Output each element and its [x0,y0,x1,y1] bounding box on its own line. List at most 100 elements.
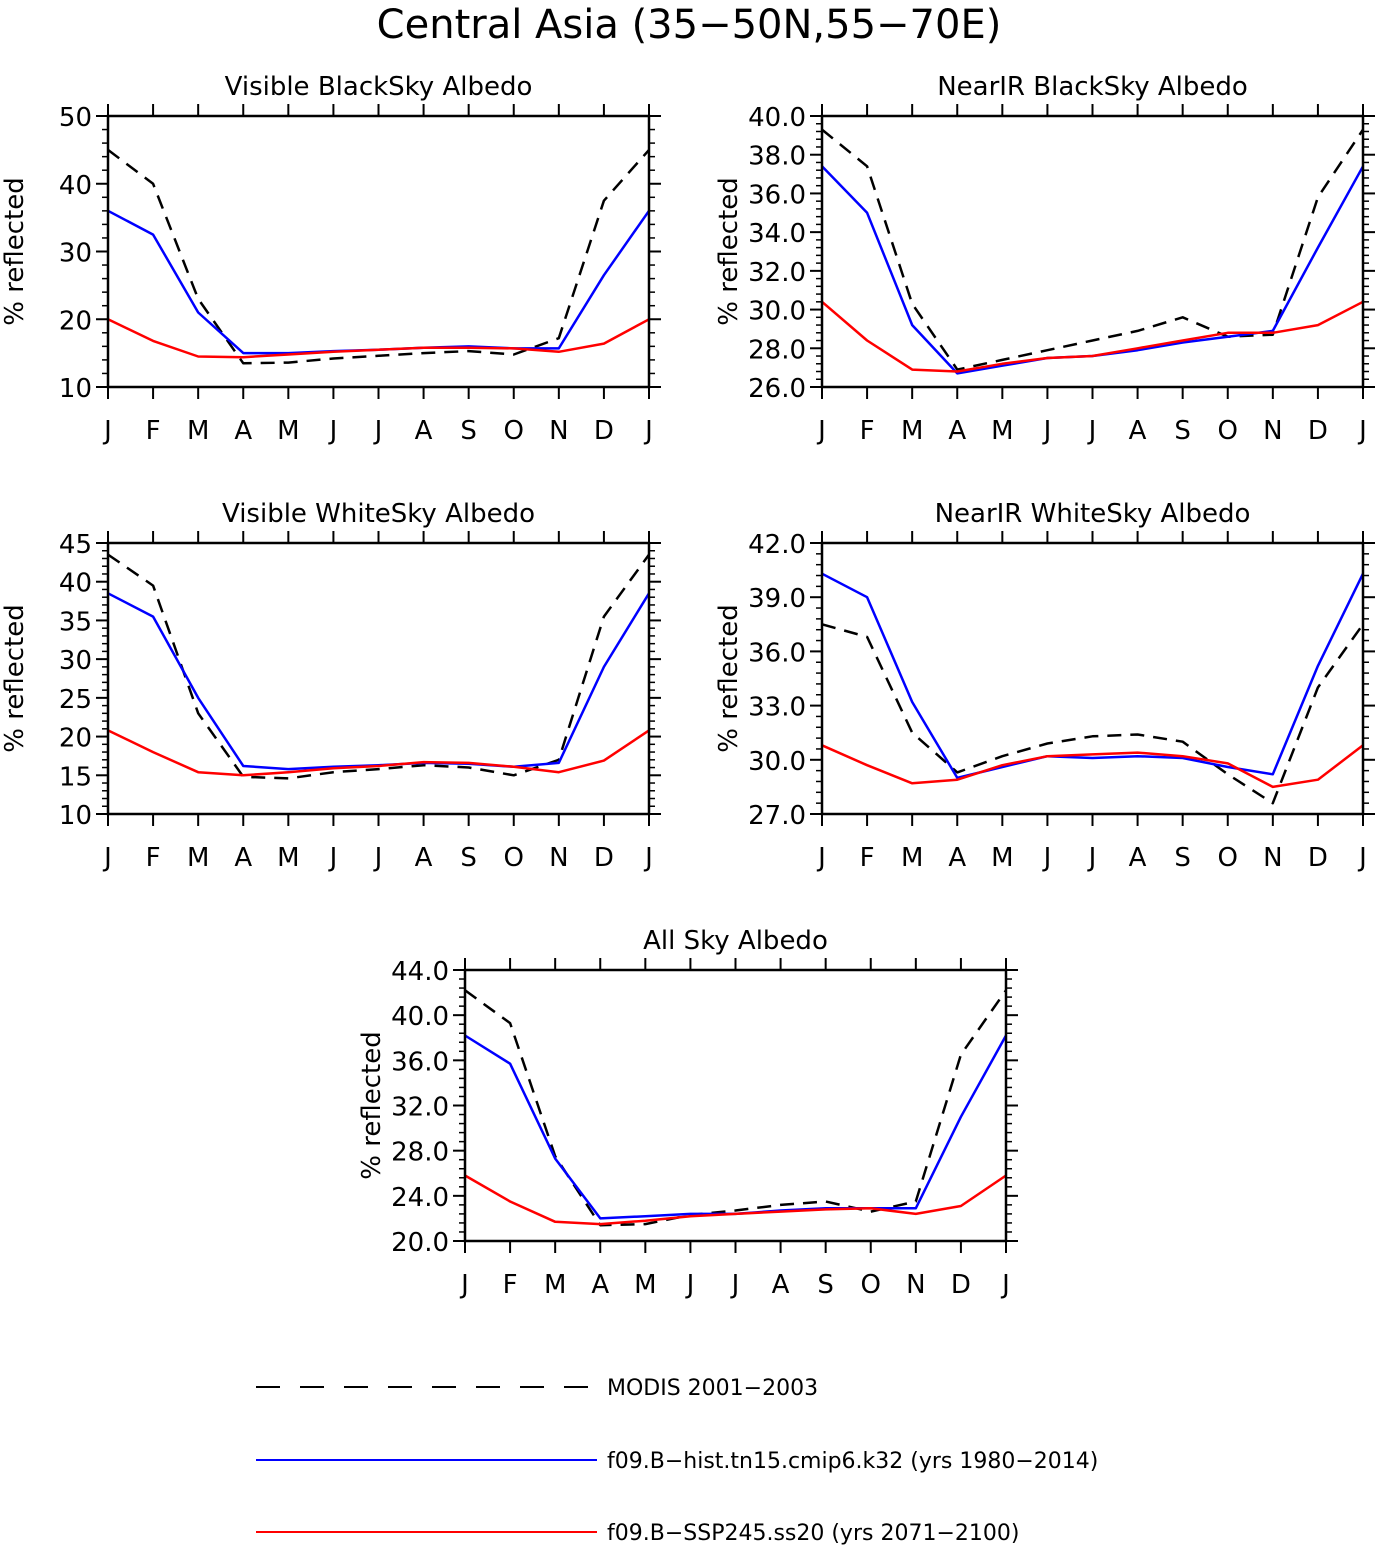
panel-title: NearIR BlackSky Albedo [937,72,1248,102]
x-tick-label: F [860,416,875,446]
x-tick-label: J [1042,416,1052,446]
x-tick-label: N [1263,843,1282,873]
x-tick-label: J [1042,843,1052,873]
x-tick-label: J [459,1270,469,1300]
plot-frame [820,541,1365,816]
y-tick-label: 50 [59,103,92,133]
plot-frame [106,114,651,389]
y-tick-label: 36.0 [748,180,806,210]
y-tick-label: 10 [59,801,92,831]
y-tick-label: 33.0 [748,693,806,723]
y-tick-label: 40.0 [391,1002,449,1032]
panel-title: NearIR WhiteSky Albedo [935,499,1251,529]
y-axis-label: % reflected [0,604,30,752]
y-axis-label: % reflected [0,177,30,325]
legend-label-hist: f09.B−hist.tn15.cmip6.k32 (yrs 1980−2014… [607,1449,1098,1474]
series-line-modis [107,553,651,780]
plot-frame [463,968,1008,1243]
y-axis-label: % reflected [357,1031,387,1179]
y-tick-label: 34.0 [748,219,806,249]
x-tick-label: J [643,843,653,873]
x-tick-label: D [1308,416,1328,446]
x-tick-label: A [1129,843,1147,873]
series-line-modis [821,623,1365,805]
x-tick-label: J [102,843,112,873]
legend-label-modis: MODIS 2001−2003 [607,1376,818,1401]
series-line-hist [821,165,1365,375]
x-tick-label: O [504,416,524,446]
y-tick-label: 42.0 [748,530,806,560]
plot-frame [820,114,1365,389]
y-tick-label: 39.0 [748,584,806,614]
figure-title: Central Asia (35−50N,55−70E) [377,2,1002,48]
series-line-modis [821,128,1365,371]
x-tick-label: A [234,416,252,446]
x-tick-label: N [1263,416,1282,446]
y-tick-label: 15 [59,762,92,792]
y-tick-label: 28.0 [748,335,806,365]
x-tick-label: A [234,843,252,873]
x-tick-label: J [1087,843,1097,873]
x-tick-label: A [948,843,966,873]
x-tick-label: J [328,843,338,873]
x-tick-label: J [102,416,112,446]
x-tick-label: M [901,416,923,446]
x-tick-label: M [991,416,1013,446]
x-tick-label: D [951,1270,971,1300]
y-tick-label: 44.0 [391,957,449,987]
y-tick-label: 20 [59,724,92,754]
y-tick-label: 25 [59,685,92,715]
x-tick-label: A [948,416,966,446]
series-line-ssp [107,729,650,777]
x-tick-label: F [503,1270,518,1300]
x-tick-label: M [991,843,1013,873]
x-tick-label: M [277,843,299,873]
x-tick-label: M [901,843,923,873]
y-tick-label: 28.0 [391,1138,449,1168]
x-tick-label: S [1174,416,1191,446]
series-line-ssp [464,1174,1007,1226]
y-axis-label: % reflected [714,177,744,325]
y-tick-label: 30.0 [748,297,806,327]
y-tick-label: 24.0 [391,1183,449,1213]
series-line-modis [107,148,650,365]
x-tick-label: J [730,1270,740,1300]
y-axis-label: % reflected [714,604,744,752]
panel-title: Visible BlackSky Albedo [225,72,533,102]
x-tick-label: M [187,843,209,873]
x-tick-label: J [1357,416,1367,446]
y-tick-label: 32.0 [748,258,806,288]
legend: MODIS 2001−2003 f09.B−hist.tn15.cmip6.k32… [256,1376,1098,1545]
x-tick-label: J [685,1270,695,1300]
y-tick-label: 26.0 [748,374,806,404]
y-tick-label: 10 [59,374,92,404]
x-tick-label: J [643,416,653,446]
y-tick-label: 20.0 [391,1228,449,1258]
x-tick-label: A [415,416,433,446]
y-tick-label: 40.0 [748,103,806,133]
y-tick-label: 32.0 [391,1093,449,1123]
panel-title: All Sky Albedo [643,926,828,956]
x-tick-label: N [549,416,568,446]
y-tick-label: 20 [59,306,92,336]
plot-frame [106,541,651,816]
series-line-ssp [821,300,1364,373]
y-tick-label: 40 [59,569,92,599]
x-tick-label: A [772,1270,790,1300]
x-tick-label: J [373,843,383,873]
x-tick-label: S [460,843,477,873]
x-tick-label: J [816,416,826,446]
y-tick-label: 36.0 [748,638,806,668]
x-tick-label: S [1174,843,1191,873]
series-line-hist [107,592,651,771]
x-tick-label: J [373,416,383,446]
x-tick-label: N [549,843,568,873]
y-tick-label: 40 [59,171,92,201]
y-tick-label: 45 [59,530,92,560]
x-tick-label: M [187,416,209,446]
x-tick-label: N [906,1270,925,1300]
x-tick-label: J [1357,843,1367,873]
